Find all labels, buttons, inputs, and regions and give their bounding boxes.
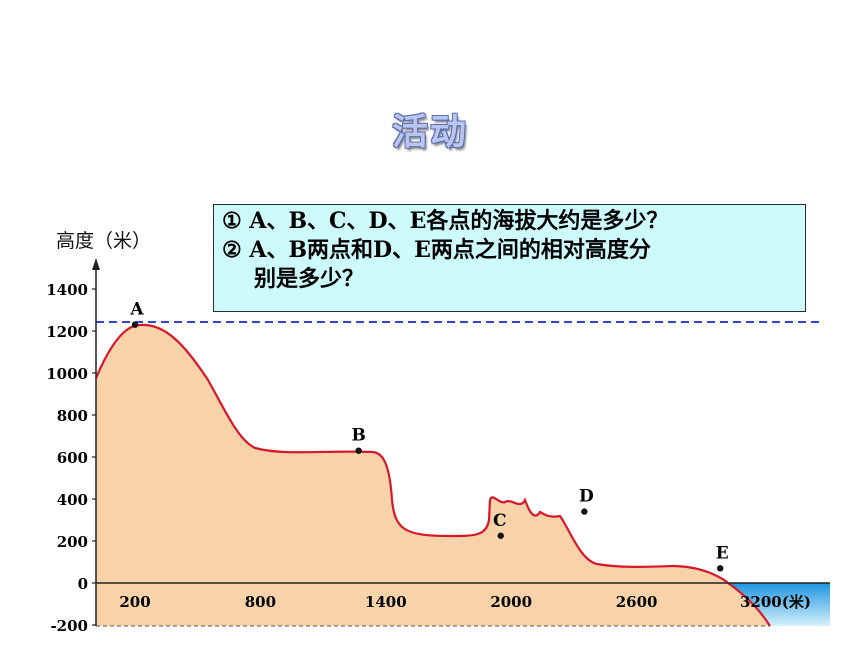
y-tick-label: 800 — [57, 407, 88, 425]
x-tick-label: 200 — [119, 593, 150, 611]
point-e-label: E — [716, 543, 729, 563]
question-box: ① A、B、C、D、E各点的海拔大约是多少？ ② A、B两点和D、E两点之间的相… — [213, 204, 806, 312]
point-a-marker — [131, 321, 139, 328]
point-d-label: D — [579, 487, 594, 507]
terrain-fill — [96, 324, 770, 626]
y-tick-label: 1000 — [46, 365, 88, 383]
y-axis-arrow — [92, 258, 100, 270]
x-tick-label: 800 — [245, 593, 276, 611]
y-tick-label: 1400 — [46, 281, 88, 299]
terrain-line — [94, 323, 771, 627]
y-tick-label: 1200 — [46, 323, 88, 341]
x-tick-label: 2000 — [490, 593, 532, 611]
point-a-label: A — [129, 300, 144, 320]
activity-title: 活动 — [391, 112, 468, 153]
y-tick-label: 600 — [57, 449, 88, 467]
sea-area — [728, 583, 830, 626]
question-2-line-2: 别是多少？ — [254, 266, 365, 292]
y-axis-ticks: 1400 1200 1000 800 600 400 200 0 -200 — [46, 281, 96, 635]
y-tick-label: 400 — [57, 491, 88, 509]
y-tick-label: 200 — [57, 533, 88, 551]
question-1: ① A、B、C、D、E各点的海拔大约是多少？ — [222, 208, 669, 234]
y-axis-title: 高度（米） — [56, 230, 152, 252]
y-tick-label: 0 — [78, 575, 88, 593]
point-c-marker — [497, 532, 504, 539]
labeled-points: A B C D E — [129, 300, 729, 572]
y-tick-label: -200 — [50, 617, 88, 635]
x-tick-label: 2600 — [616, 593, 658, 611]
question-2-line-1: ② A、B两点和D、E两点之间的相对高度分 — [222, 237, 651, 263]
point-c-label: C — [493, 511, 507, 531]
x-tick-label: 3200(米) — [740, 593, 811, 611]
x-tick-label: 1400 — [365, 593, 407, 611]
point-d-marker — [581, 508, 588, 515]
point-e-marker — [717, 565, 724, 572]
point-b-marker — [355, 447, 362, 454]
x-axis-ticks: 200 800 1400 2000 2600 3200(米) — [119, 593, 811, 611]
point-b-label: B — [351, 426, 365, 446]
